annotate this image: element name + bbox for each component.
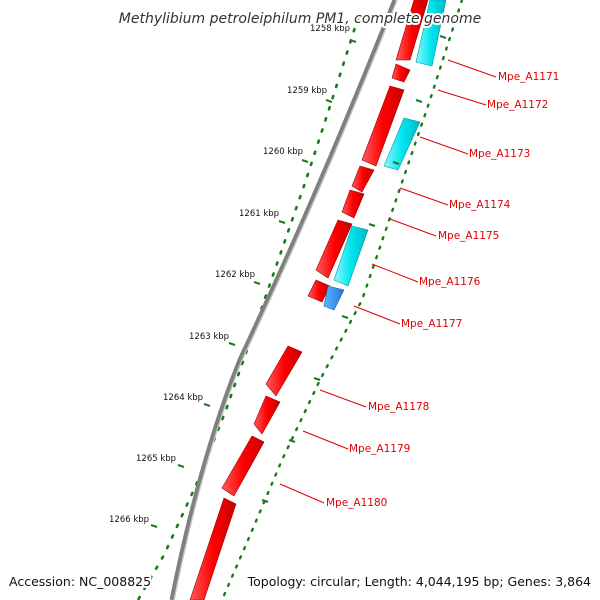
scale-label-1261: 1261 kbp [239, 209, 279, 219]
gene-reverse-3 [333, 225, 369, 287]
gene-mpe-a1176 [315, 219, 353, 279]
gene-label-mpe-a1177: Mpe_A1177 [401, 318, 462, 330]
inner-ruler-dots [220, 0, 464, 600]
gene-label-mpe-a1172: Mpe_A1172 [487, 99, 548, 111]
gene-reverse-dark [323, 285, 345, 311]
scale-label-1259: 1259 kbp [287, 86, 327, 96]
scale-label-1263: 1263 kbp [189, 332, 229, 342]
genome-summary-text: Topology: circular; Length: 4,044,195 bp… [247, 574, 591, 589]
gene-label-mpe-a1174: Mpe_A1174 [449, 199, 511, 211]
leader-line [437, 89, 487, 106]
scale-label-1262: 1262 kbp [215, 270, 255, 280]
scale-tick [349, 39, 357, 43]
leader-line [371, 263, 419, 283]
scale-ruler-dots [136, 16, 360, 600]
gene-labels: Mpe_A1171 Mpe_A1172 Mpe_A1173 Mpe_A1174 … [326, 71, 559, 509]
gene-leader-lines [279, 59, 497, 504]
gene-label-mpe-a1171: Mpe_A1171 [498, 71, 559, 83]
scale-tick [203, 403, 211, 407]
genome-title: Methylibium petroleiphilum PM1, complete… [119, 11, 481, 27]
gene-mpe-a1179 [253, 395, 281, 435]
scale-label-1258: 1258 kbp [310, 24, 350, 34]
gene-label-mpe-a1178: Mpe_A1178 [368, 401, 429, 413]
scale-tick [325, 99, 333, 103]
scale-label-1266: 1266 kbp [109, 515, 149, 525]
gene-mpe-a1177 [307, 279, 331, 303]
reverse-strand-genes [333, 0, 447, 287]
gene-reverse-1 [415, 0, 447, 67]
leader-line [447, 59, 497, 78]
accession-text: Accession: NC_008825 [9, 574, 151, 589]
scale-ticks [150, 39, 357, 528]
scale-labels: 1258 kbp 1259 kbp 1260 kbp 1261 kbp 1262… [109, 24, 350, 525]
leader-line [399, 187, 449, 206]
gene-mpe-a1172 [391, 63, 411, 83]
scale-label-1260: 1260 kbp [263, 147, 303, 157]
scale-tick [253, 281, 261, 285]
backbone-arc-highlight [173, 0, 398, 600]
scale-tick [177, 464, 185, 468]
scale-tick [278, 220, 286, 224]
gene-mpe-a1180 [221, 435, 265, 497]
gene-reverse-2 [383, 117, 421, 171]
backbone-arc [169, 0, 398, 600]
gene-label-mpe-a1180: Mpe_A1180 [326, 497, 387, 509]
gene-mpe-a1178 [265, 345, 303, 397]
leader-line [353, 305, 401, 325]
leader-line [389, 218, 437, 237]
leader-line [419, 136, 469, 155]
scale-label-1265: 1265 kbp [136, 454, 176, 464]
gene-label-mpe-a1176: Mpe_A1176 [419, 276, 481, 288]
scale-tick [228, 342, 236, 346]
gene-next [189, 497, 237, 600]
inner-ruler-ticks [261, 35, 447, 503]
forward-strand-genes [189, 0, 429, 600]
gene-mpe-a1174 [351, 165, 375, 193]
scale-tick [301, 159, 309, 163]
gene-mpe-a1171 [395, 0, 429, 61]
leader-line [319, 389, 367, 408]
scale-tick [150, 524, 158, 528]
gene-label-mpe-a1179: Mpe_A1179 [349, 443, 410, 455]
gene-label-mpe-a1173: Mpe_A1173 [469, 148, 530, 160]
gene-mpe-a1175 [341, 189, 365, 219]
gene-label-mpe-a1175: Mpe_A1175 [438, 230, 499, 242]
gene-mpe-a1173 [361, 85, 405, 167]
scale-label-1264: 1264 kbp [163, 393, 203, 403]
leader-line [279, 483, 325, 504]
leader-line [302, 430, 349, 450]
